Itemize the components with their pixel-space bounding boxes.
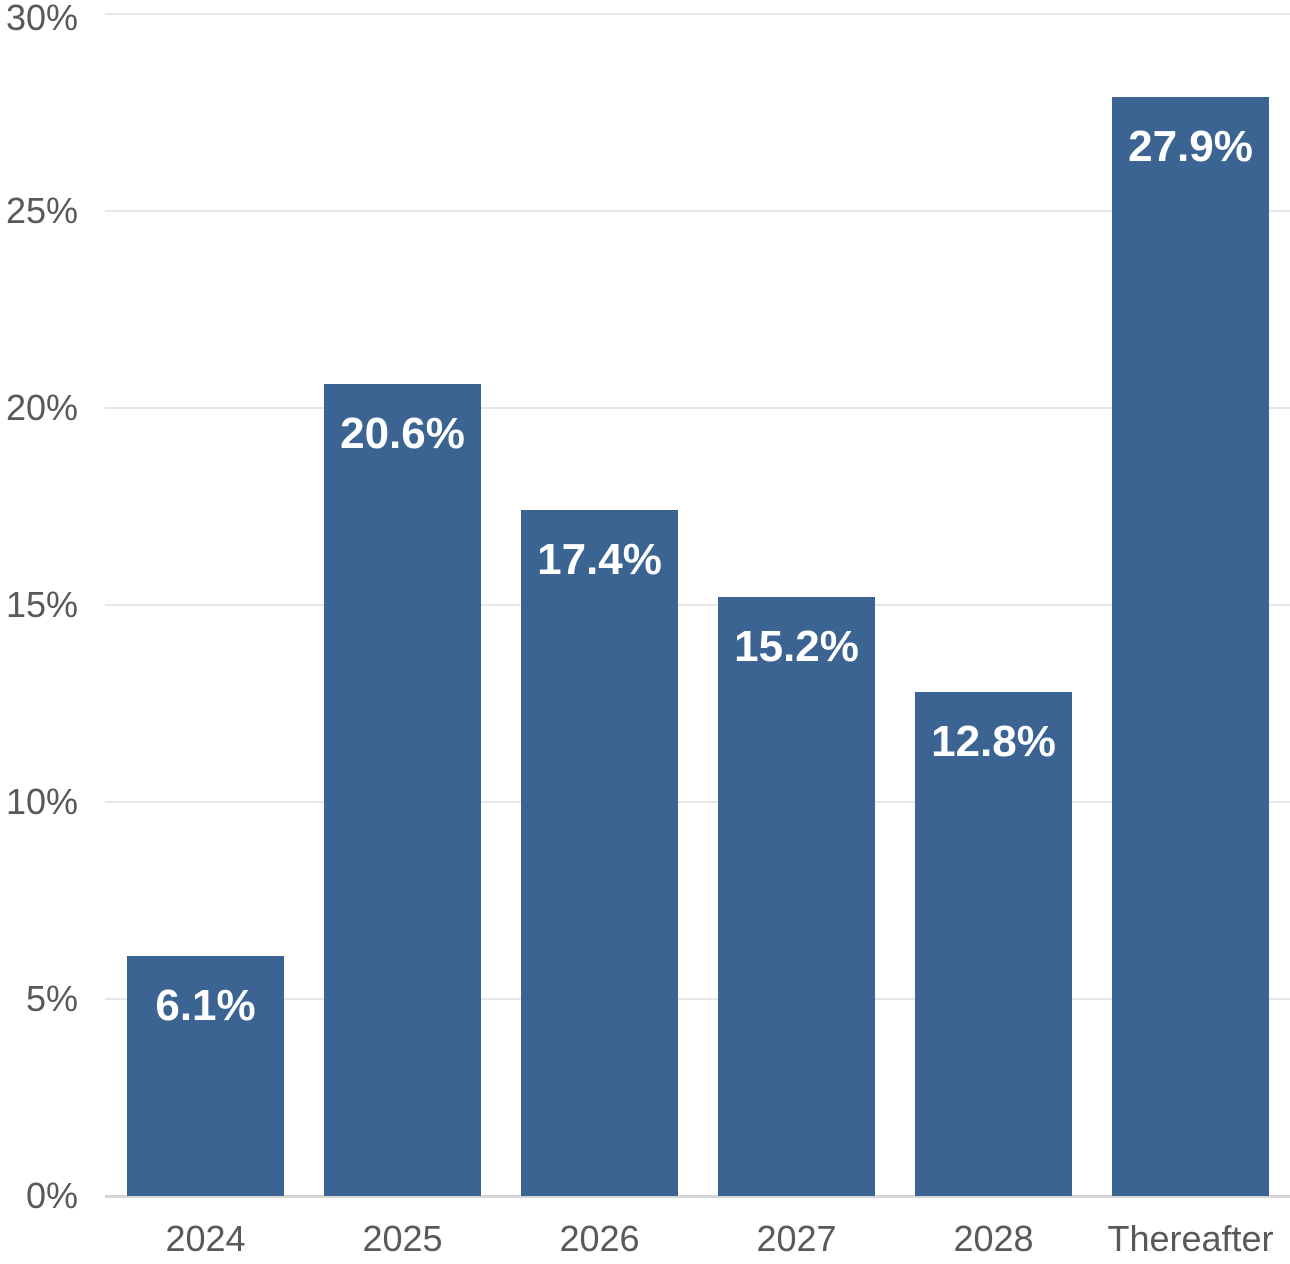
gridline: [105, 210, 1290, 212]
bar-value-label: 6.1%: [155, 980, 256, 1030]
x-axis-category-label: 2028: [953, 1218, 1034, 1259]
y-axis-tick-label: 5%: [25, 978, 78, 1019]
gridline: [105, 998, 1290, 1000]
bar-2028: 12.8%: [915, 691, 1072, 1196]
y-axis-tick-label: 20%: [5, 387, 78, 428]
bar-value-label: 20.6%: [340, 409, 465, 459]
y-axis-tick-label: 25%: [5, 190, 78, 231]
bar-2026: 17.4%: [521, 510, 678, 1196]
gridline: [105, 801, 1290, 803]
bar-Thereafter: 27.9%: [1112, 96, 1269, 1196]
bar-2025: 20.6%: [324, 384, 481, 1196]
x-axis-category-label: 2026: [559, 1218, 640, 1259]
gridline: [105, 13, 1290, 15]
y-axis-tick-label: 0%: [25, 1175, 78, 1216]
bar-2027: 15.2%: [718, 597, 875, 1196]
x-axis-category-label: 2024: [165, 1218, 246, 1259]
gridline: [105, 407, 1290, 409]
y-axis-tick-label: 30%: [5, 0, 78, 38]
bar-2024: 6.1%: [127, 955, 284, 1196]
gridline: [105, 604, 1290, 606]
x-axis-line: [105, 1195, 1290, 1198]
bar-value-label: 15.2%: [734, 622, 859, 672]
x-axis-category-label: 2025: [362, 1218, 443, 1259]
bar-value-label: 17.4%: [537, 535, 662, 585]
y-axis-tick-label: 10%: [5, 781, 78, 822]
y-axis-tick-label: 15%: [5, 584, 78, 625]
bar-value-label: 12.8%: [931, 716, 1056, 766]
x-axis-category-label: Thereafter: [1107, 1218, 1274, 1259]
bar-value-label: 27.9%: [1128, 121, 1253, 171]
x-axis-category-label: 2027: [756, 1218, 837, 1259]
